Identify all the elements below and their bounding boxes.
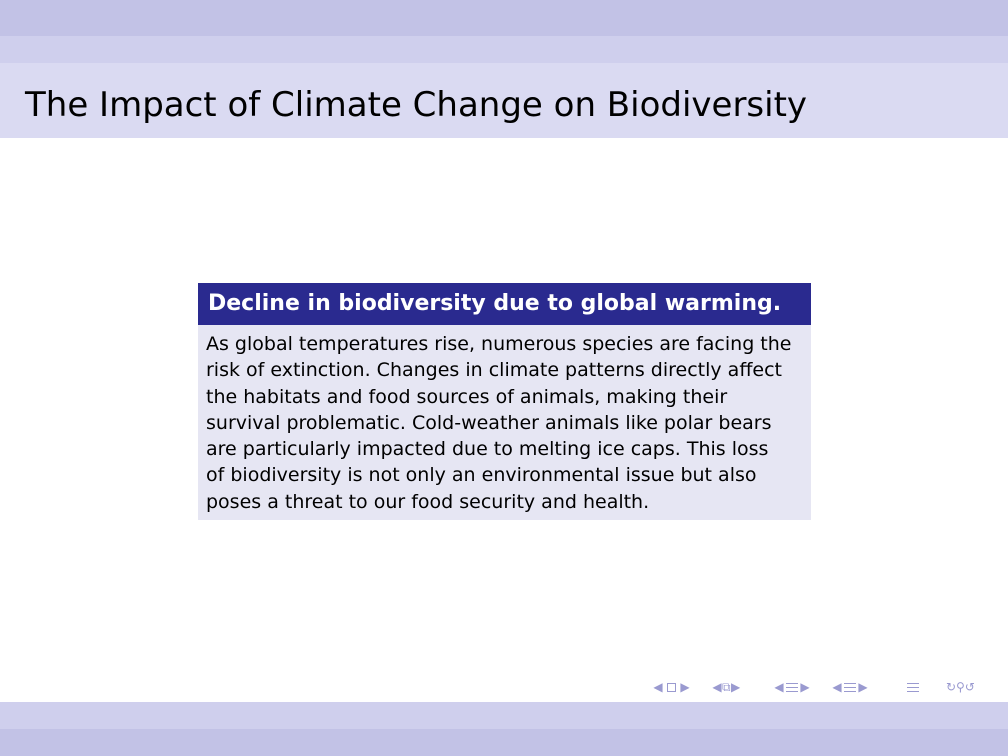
next-subsection-arrow-icon[interactable]: ▶ [730, 680, 741, 694]
nav-subsection-group: ◀⧉▶ [712, 678, 741, 696]
block-body-line: the habitats and food sources of animals… [206, 385, 728, 408]
nav-search-group: ↻⚲↺ [946, 678, 975, 696]
nav-section-group: ◀ ▶ [774, 678, 810, 696]
prev-subsec-arrow-icon[interactable]: ◀ [832, 680, 842, 694]
header-band-top [0, 0, 1008, 36]
subsec-icon[interactable] [844, 682, 856, 693]
nav-toc-group [905, 678, 921, 696]
nav-subsubsection-group: ◀ ▶ [832, 678, 868, 696]
block-title: Decline in biodiversity due to global wa… [198, 283, 811, 325]
block-body-line: As global temperatures rise, numerous sp… [206, 333, 792, 355]
toc-icon[interactable] [907, 682, 919, 693]
footer-band-upper [0, 702, 1008, 729]
block-body: As global temperatures rise, numerous sp… [198, 325, 811, 520]
block-body-line: survival problematic. Cold-weather anima… [206, 411, 772, 434]
search-icon[interactable]: ↻⚲↺ [946, 680, 975, 694]
next-subsec-arrow-icon[interactable]: ▶ [858, 680, 868, 694]
next-frame-arrow-icon[interactable]: ▶ [680, 680, 690, 694]
footer-band-lower [0, 729, 1008, 756]
prev-subsection-arrow-icon[interactable]: ◀ [712, 680, 722, 694]
subsection-icon[interactable]: ⧉ [722, 680, 731, 694]
frame-icon[interactable] [667, 683, 676, 692]
content-block: Decline in biodiversity due to global wa… [198, 283, 811, 520]
frame-title-bar [0, 63, 1008, 138]
header-band-middle [0, 36, 1008, 63]
slide-title: The Impact of Climate Change on Biodiver… [25, 85, 808, 125]
block-body-line: are particularly impacted due to melting… [206, 438, 769, 461]
prev-frame-arrow-icon[interactable]: ◀ [653, 680, 663, 694]
block-body-line: poses a threat to our food security and … [206, 490, 650, 513]
section-icon[interactable] [786, 682, 798, 693]
prev-section-arrow-icon[interactable]: ◀ [774, 680, 784, 694]
next-section-arrow-icon[interactable]: ▶ [800, 680, 810, 694]
block-body-line: risk of extinction. Changes in climate p… [206, 359, 783, 382]
nav-frame-group: ◀ ▶ [653, 678, 690, 696]
block-body-line: of biodiversity is not only an environme… [206, 464, 757, 487]
